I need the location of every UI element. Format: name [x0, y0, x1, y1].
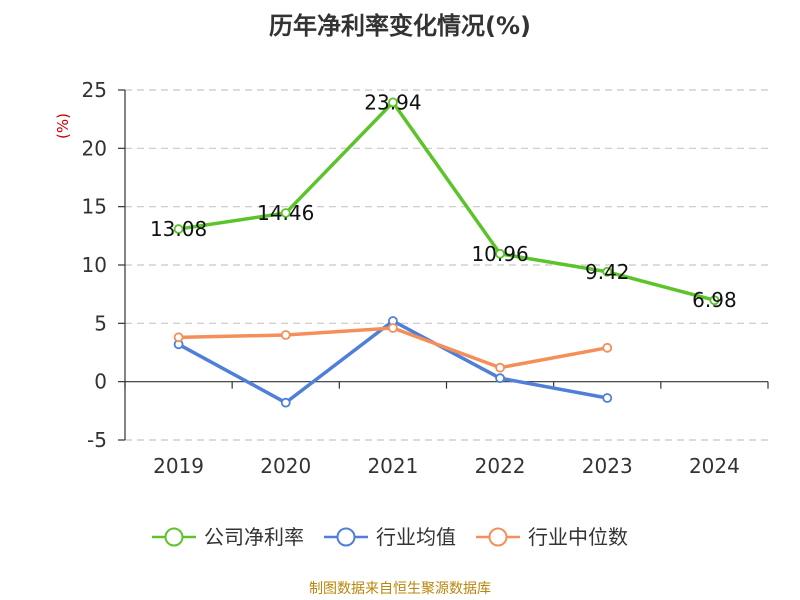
series-line: [178, 100, 715, 302]
y-tick-label: 5: [94, 311, 107, 335]
y-axis-unit-label: (%): [54, 113, 72, 139]
legend-label: 行业均值: [376, 525, 456, 549]
y-tick-label: 0: [94, 370, 107, 394]
data-point: [495, 248, 505, 259]
data-point: [280, 208, 291, 218]
x-tick-label: 2024: [689, 454, 740, 478]
data-label: 9.42: [585, 260, 630, 284]
data-point: [280, 330, 291, 340]
y-tick-label: -5: [87, 428, 107, 452]
source-note: 制图数据来自恒生聚源数据库: [309, 581, 491, 597]
data-label: 13.08: [150, 217, 207, 241]
data-labels: 13.08 14.46 23.94 10.96 9.42 6.98: [150, 90, 737, 312]
data-point: [173, 332, 184, 343]
y-tick-label: 15: [82, 195, 107, 219]
y-tick-label: 25: [82, 78, 107, 102]
data-point: [602, 266, 613, 277]
data-point: [495, 362, 505, 373]
data-point: [280, 397, 291, 408]
legend-label: 行业中位数: [528, 525, 628, 549]
data-point: [602, 393, 613, 403]
data-label: 14.46: [257, 201, 314, 225]
data-point: [709, 295, 720, 306]
data-point: [495, 373, 505, 384]
chart-title: 历年净利率变化情况(%): [269, 12, 531, 40]
data-point: [602, 342, 613, 353]
y-tick-label: 10: [82, 253, 107, 277]
x-tick-label: 2020: [260, 454, 311, 478]
legend-swatch-marker: [488, 527, 508, 547]
data-label: 23.94: [364, 90, 421, 114]
x-tick-label: 2022: [475, 454, 526, 478]
legend-swatch-marker: [336, 527, 356, 547]
series-line: [178, 326, 608, 370]
data-point: [388, 323, 398, 333]
legend: 公司净利率 行业均值 行业中位数: [152, 525, 628, 549]
y-tick-label: 20: [82, 136, 107, 160]
x-tick-label: 2019: [153, 454, 204, 478]
data-point: [173, 224, 184, 234]
x-tick-label: 2023: [582, 454, 633, 478]
data-label: 10.96: [471, 242, 528, 266]
legend-label: 公司净利率: [204, 525, 304, 549]
data-point: [388, 97, 398, 108]
series-lines: [173, 97, 720, 408]
axes: 25 20 15 10 5 0 -5 2019 2020 2021 2022 2023 2024: [82, 78, 769, 478]
legend-swatch-marker: [164, 527, 184, 547]
data-label: 6.98: [692, 288, 737, 312]
x-tick-label: 2021: [367, 454, 418, 478]
series-line: [177, 319, 608, 405]
